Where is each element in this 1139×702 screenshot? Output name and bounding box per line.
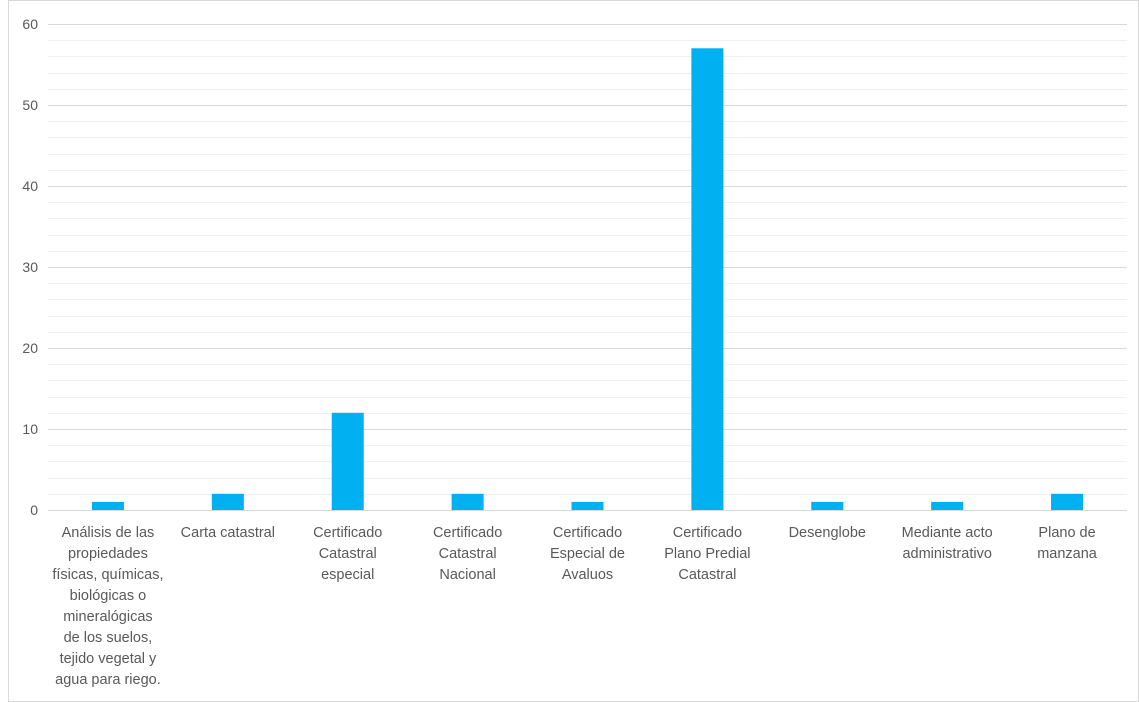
x-axis-category-labels: Análisis de las propiedades físicas, quími…: [52, 525, 1097, 688]
bar: [931, 501, 964, 510]
x-category-label-line: Plano de: [1038, 525, 1095, 541]
x-category-label-line: Certificado: [433, 525, 502, 541]
x-category-label-line: manzana: [1037, 546, 1098, 562]
y-axis-tick-labels: 0 10 20 30 40 50 60: [22, 16, 38, 518]
x-category-label-line: Análisis de las: [62, 525, 155, 541]
x-category-label-line: Plano Predial: [664, 546, 750, 562]
x-category-label: Plano de manzana: [1037, 525, 1098, 562]
y-tick-label: 20: [22, 340, 38, 356]
bar: [571, 501, 604, 510]
x-category-label-line: físicas, químicas,: [52, 567, 163, 583]
x-category-label: Certificado Catastral especial: [313, 525, 382, 583]
x-category-label-line: Catastral: [319, 546, 377, 562]
x-category-label-line: Certificado: [313, 525, 382, 541]
bar: [211, 493, 244, 510]
x-category-label: Análisis de las propiedades físicas, quími…: [52, 525, 163, 688]
x-category-label: Mediante acto administrativo: [902, 525, 993, 562]
x-category-label-line: Mediante acto: [902, 525, 993, 541]
x-category-label-line: tejido vegetal y: [60, 651, 157, 667]
y-tick-label: 10: [22, 421, 38, 437]
y-tick-label: 50: [22, 97, 38, 113]
x-category-label-line: Desenglobe: [789, 525, 866, 541]
y-tick-label: 40: [22, 178, 38, 194]
x-category-label-line: Catastral: [678, 567, 736, 583]
x-category-label-line: administrativo: [902, 546, 991, 562]
bars: [91, 48, 1084, 511]
x-category-label: Desenglobe: [789, 525, 866, 541]
x-category-label-line: especial: [321, 567, 374, 583]
bar: [1051, 493, 1084, 510]
gridlines: [48, 24, 1127, 511]
x-category-label-line: Nacional: [439, 567, 495, 583]
x-category-label: Certificado Catastral Nacional: [433, 525, 502, 583]
x-category-label-line: biológicas o: [70, 588, 147, 604]
x-category-label: Certificado Especial de Avaluos: [550, 525, 625, 583]
bar: [451, 493, 484, 510]
x-category-label-line: Avaluos: [562, 567, 613, 583]
x-category-label-line: mineralógicas: [63, 609, 152, 625]
x-category-label-line: Carta catastral: [181, 525, 275, 541]
y-tick-label: 30: [22, 259, 38, 275]
x-category-label-line: agua para riego.: [55, 672, 161, 688]
x-category-label-line: de los suelos,: [64, 630, 153, 646]
x-category-label-line: Certificado: [673, 525, 742, 541]
y-tick-label: 60: [22, 16, 38, 32]
x-category-label-line: propiedades: [68, 546, 148, 562]
x-category-label-line: Especial de: [550, 546, 625, 562]
y-tick-label: 0: [30, 502, 38, 518]
x-category-label: Certificado Plano Predial Catastral: [664, 525, 750, 583]
x-category-label-line: Certificado: [553, 525, 622, 541]
x-category-label-line: Catastral: [439, 546, 497, 562]
bar: [331, 412, 364, 510]
x-category-label: Carta catastral: [181, 525, 275, 541]
bar: [811, 501, 844, 510]
bar: [91, 501, 124, 510]
bar: [691, 48, 724, 511]
